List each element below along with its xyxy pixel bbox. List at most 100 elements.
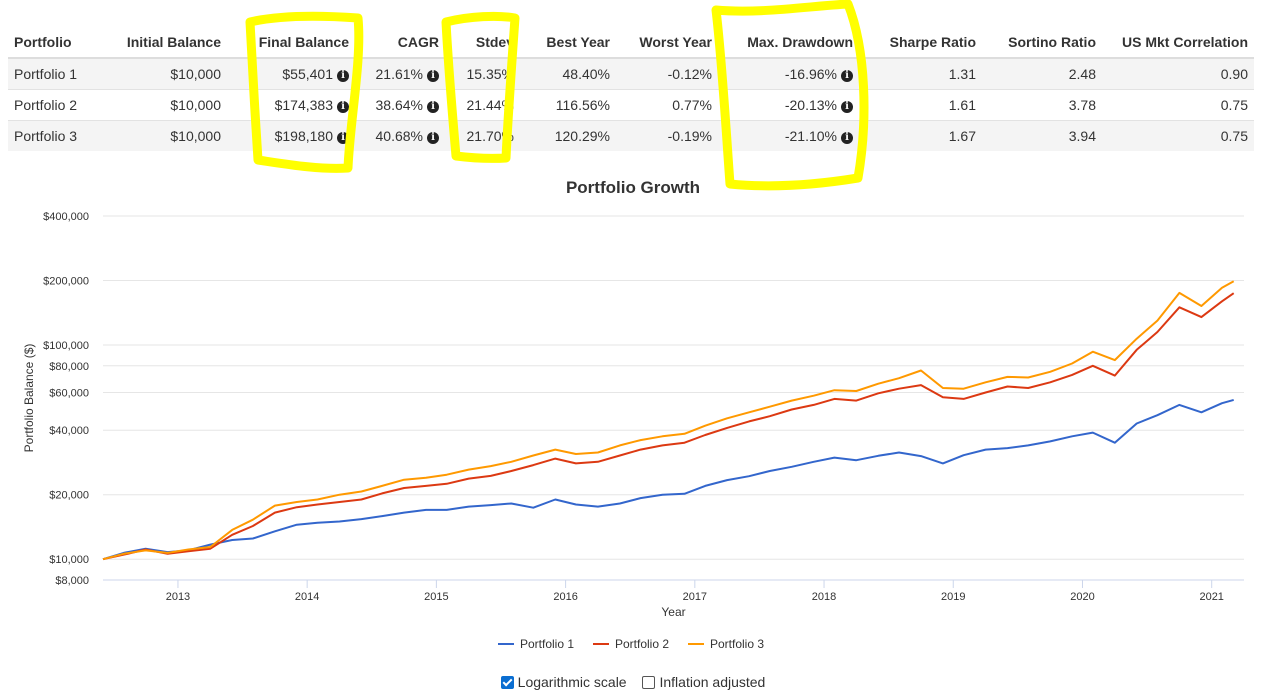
legend-item[interactable]: Portfolio 3 — [688, 637, 764, 651]
worst-year: -0.12% — [616, 57, 718, 90]
x-tick-label: 2021 — [1199, 591, 1223, 603]
us-mkt-correlation: 0.90 — [1102, 57, 1254, 90]
cagr-cell: 21.61% i — [355, 57, 445, 90]
max-drawdown: -16.96% — [784, 66, 837, 82]
x-tick-label: 2017 — [683, 591, 707, 603]
chart-options: Logarithmic scale Inflation adjusted — [0, 674, 1266, 692]
cagr: 21.61% — [375, 66, 423, 82]
x-tick-label: 2014 — [295, 591, 319, 603]
portfolio-name: Portfolio 2 — [8, 89, 90, 121]
sortino-ratio: 3.78 — [982, 89, 1102, 121]
cagr: 40.68% — [375, 128, 423, 144]
header-cagr: CAGR — [355, 26, 445, 59]
info-icon[interactable]: i — [841, 70, 853, 82]
inflation-adjusted-checkbox[interactable] — [642, 675, 656, 689]
sharpe-ratio: 1.31 — [859, 57, 982, 90]
sortino-ratio: 2.48 — [982, 57, 1102, 90]
x-tick-label: 2016 — [553, 591, 577, 603]
y-tick-label: $400,000 — [43, 211, 89, 223]
cagr: 38.64% — [375, 97, 423, 113]
y-tick-label: $20,000 — [49, 490, 89, 502]
info-icon[interactable]: i — [427, 70, 439, 82]
y-tick-label: $100,000 — [43, 340, 89, 352]
info-icon[interactable]: i — [337, 132, 349, 144]
best-year: 120.29% — [520, 120, 616, 151]
initial-balance: $10,000 — [90, 57, 227, 90]
log-scale-checkbox[interactable] — [500, 675, 514, 689]
x-tick-label: 2013 — [166, 591, 190, 603]
max-drawdown: -20.13% — [784, 97, 837, 113]
info-icon[interactable]: i — [427, 101, 439, 113]
legend-item[interactable]: Portfolio 1 — [498, 637, 574, 651]
us-mkt-correlation: 0.75 — [1102, 120, 1254, 151]
legend-item[interactable]: Portfolio 2 — [593, 637, 669, 651]
worst-year: -0.19% — [616, 120, 718, 151]
final-balance-cell: $198,180 i — [227, 120, 355, 151]
series-line-1[interactable] — [102, 398, 1234, 561]
best-year: 48.40% — [520, 57, 616, 90]
worst-year: 0.77% — [616, 89, 718, 121]
header-sharpe-ratio: Sharpe Ratio — [859, 26, 982, 59]
legend-label: Portfolio 1 — [520, 637, 574, 651]
y-tick-label: $10,000 — [49, 554, 89, 566]
table-row: Portfolio 1 $10,000 $55,401 i 21.61% i 15.… — [8, 57, 1254, 90]
x-axis-ticks: 2013 2014 2015 2016 2017 2018 2019 2020 2021 — [103, 579, 1244, 603]
info-icon[interactable]: i — [841, 132, 853, 144]
us-mkt-correlation: 0.75 — [1102, 89, 1254, 121]
legend-label: Portfolio 2 — [615, 637, 669, 651]
final-balance-cell: $55,401 i — [227, 57, 355, 90]
stdev: 21.44% — [445, 89, 520, 121]
final-balance: $55,401 — [282, 66, 333, 82]
initial-balance: $10,000 — [90, 89, 227, 121]
series-line-3[interactable] — [102, 280, 1235, 561]
max-drawdown-cell: -16.96% i — [718, 57, 859, 90]
info-icon[interactable]: i — [337, 101, 349, 113]
series-lines — [102, 280, 1235, 561]
x-tick-label: 2019 — [941, 591, 965, 603]
sharpe-ratio: 1.67 — [859, 120, 982, 151]
sharpe-ratio: 1.61 — [859, 89, 982, 121]
header-final-balance: Final Balance — [227, 26, 355, 59]
portfolio-name: Portfolio 3 — [8, 120, 90, 151]
table-row: Portfolio 3 $10,000 $198,180 i 40.68% i 21… — [8, 120, 1254, 151]
legend-label: Portfolio 3 — [710, 637, 764, 651]
max-drawdown-cell: -20.13% i — [718, 89, 859, 121]
inflation-adjusted-option[interactable]: Inflation adjusted — [642, 674, 765, 690]
inflation-adjusted-label: Inflation adjusted — [659, 674, 766, 690]
x-tick-label: 2015 — [424, 591, 448, 603]
series-line-2[interactable] — [102, 292, 1235, 561]
info-icon[interactable]: i — [841, 101, 853, 113]
info-icon[interactable]: i — [337, 70, 349, 82]
final-balance: $174,383 — [274, 97, 333, 113]
portfolio-name: Portfolio 1 — [8, 57, 90, 90]
table-row: Portfolio 2 $10,000 $174,383 i 38.64% i 21… — [8, 89, 1254, 121]
chart-title: Portfolio Growth — [565, 178, 701, 197]
y-tick-label: $60,000 — [49, 388, 89, 400]
best-year: 116.56% — [520, 89, 616, 121]
header-initial-balance: Initial Balance — [90, 26, 227, 59]
max-drawdown-cell: -21.10% i — [718, 120, 859, 151]
stdev: 21.70% — [445, 120, 520, 151]
max-drawdown: -21.10% — [784, 128, 837, 144]
final-balance-cell: $174,383 i — [227, 89, 355, 121]
cagr-cell: 38.64% i — [355, 89, 445, 121]
y-axis-ticks: $400,000 $200,000 $100,000 $80,000 $60,000 $4… — [43, 211, 89, 587]
x-axis-title: Year — [661, 605, 685, 619]
y-tick-label: $200,000 — [43, 275, 89, 287]
chart-legend: Portfolio 1 Portfolio 2 Portfolio 3 — [498, 637, 764, 651]
log-scale-label: Logarithmic scale — [517, 674, 627, 690]
y-axis-title: Portfolio Balance ($) — [22, 344, 36, 453]
x-tick-label: 2020 — [1070, 591, 1094, 603]
log-scale-option[interactable]: Logarithmic scale — [500, 674, 627, 690]
stdev: 15.35% — [445, 57, 520, 90]
cagr-cell: 40.68% i — [355, 120, 445, 151]
x-tick-label: 2018 — [812, 591, 836, 603]
info-icon[interactable]: i — [427, 132, 439, 144]
final-balance: $198,180 — [274, 128, 333, 144]
initial-balance: $10,000 — [90, 120, 227, 151]
portfolio-summary-table: Portfolio Initial Balance Final Balance … — [8, 26, 1254, 151]
header-best-year: Best Year — [520, 26, 616, 59]
y-tick-label: $40,000 — [49, 425, 89, 437]
y-tick-label: $8,000 — [55, 575, 89, 587]
header-portfolio: Portfolio — [8, 26, 90, 59]
